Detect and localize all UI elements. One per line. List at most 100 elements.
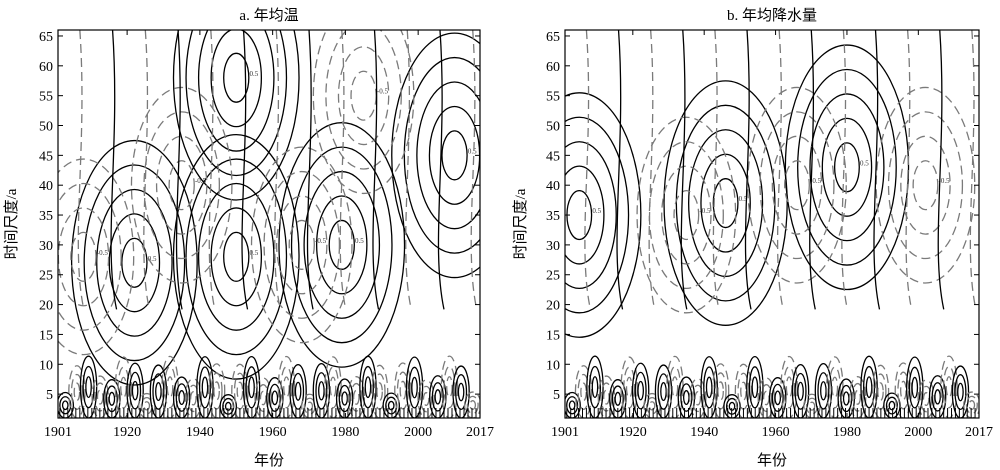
panel-a-contour-cell [82,365,95,409]
panel-b-contour-cell [906,356,924,418]
panel-b-contour-cell [899,380,907,401]
panel-a-contour-positive [70,139,198,386]
panel-a-contours: 0.5 0.5 0.5 0.5 0.5 -0.5 -0.5 -0.5 -0.5 [58,30,480,418]
panel-a-contour-positive [391,32,480,279]
panel-a-contour-cell [59,396,72,415]
panel-a-contour-label: 0.5 [250,70,259,78]
panel-b-frame [564,29,980,419]
panel-b-y-tick-label: 30 [546,239,560,254]
panel-a-contour-streak [143,30,150,310]
panel-b-contour-cell [660,382,667,401]
panel-b-contour-positive [675,104,776,302]
panel-a-contour-cell [292,372,305,410]
panel-a-x-tick-label: 1901 [44,425,72,440]
panel-b-contour-cell [848,376,867,418]
panel-b-y-tick-label: 10 [546,358,560,373]
panel-a-contour-streak [208,30,216,310]
panel-a-contour-cell [394,362,412,418]
panel-a-contour-cell [452,365,470,418]
panel-b-contour-cell [682,390,690,406]
panel-a-contour-cell [120,376,127,399]
panel-b-contour-streak [969,30,977,310]
panel-b-contour-cell [780,355,798,418]
panel-a-contour-positive [223,52,250,103]
panel-b-contour-cell [748,366,761,409]
panel-a-contour-cell [411,376,418,399]
panel-a-contour-cell [198,366,212,409]
panel-a-contour-negative [58,182,122,331]
panel-a-contour-cell [149,364,168,418]
panel-b-contour-cell [703,366,716,409]
panel-b-contour-cell [831,376,839,399]
panel-b-contours: 0.5 0.5 0.5 -0.5 -0.5 -0.5 [565,30,979,418]
panel-b-contour-negative [912,160,939,211]
panel-b-contour-cell [771,383,784,412]
panel-a-x-tick-label: 1920 [113,425,141,440]
panel-a-contour-cell [126,362,144,418]
panel-b-contour-cell [614,391,622,406]
panel-b-contour-cell [908,366,921,409]
panel-a-contour-cell [352,389,360,405]
panel-a-contour-negative [350,70,377,121]
panel-b-contour-cell [934,389,941,405]
panel-a-contour-cell [289,363,307,418]
panel-a-contour-cell [457,382,465,402]
panel-a-contour-cell [85,376,92,399]
panel-a-contour-cell [294,381,302,401]
panel-a-contour-positive [121,237,148,288]
panel-b-contour-streak [905,30,913,310]
panel-b-contour-cell [791,363,810,418]
panel-b-y-tick-label: 5 [553,388,560,403]
panel-b-contour-cell [646,396,659,415]
panel-b-x-tick-label: 2017 [965,425,993,440]
panel-a-contour-label: 0.5 [355,237,364,245]
panel-b-contour-streak [809,30,816,310]
panel-a-contour-label: -0.5 [97,249,109,257]
panel-a-contour-cell [315,372,328,410]
panel-a-contour-cell [306,401,314,411]
panel-b-y-tick-label: 20 [546,299,560,314]
panel-a-contour-cell [257,384,270,412]
panel-b-contour-cell [609,379,627,418]
panel-b-contour-cell [603,389,610,405]
panel-a-contour-cell [178,390,186,406]
panel-b-y-tick-label: 40 [546,179,560,194]
panel-a-contour-positive [328,219,355,270]
panel-a-contour-negative [250,146,353,344]
panel-a-contour-positive [210,207,263,307]
panel-a-contour-positive [185,30,288,177]
panel-a-contour-streak [339,30,347,310]
panel-a-y-tick-label: 65 [39,30,53,45]
panel-b-contour-cell [568,400,576,411]
panel-b-contour-cell [854,389,862,405]
panel-a-contour-cell [420,385,433,413]
panel-a-title: a. 年均温 [239,7,298,24]
panel-a-contour-cell [446,376,453,399]
panel-b-contour-cell [705,376,713,399]
panel-a-y-tick-label: 55 [39,90,53,105]
panel-a-contour-negative [143,111,221,260]
panel-a-contour-cell [184,378,203,418]
panel-a-contour-streak [470,30,478,310]
panel-b-contour-cell [714,372,727,410]
panel-b-contour-cell [591,376,599,399]
panel-b-contour-label: 0.5 [739,195,748,203]
panel-a-y-tick-label: 50 [39,120,53,135]
panel-a-contour-positive [315,195,368,295]
panel-a-contour-negative [288,219,315,270]
panel-a-contour-cell [152,373,165,410]
panel-b-contour-cell [648,401,656,411]
panel-a-contour-cell [347,376,366,418]
panel-a-contour-cell [399,380,407,401]
panel-b-contour-negative [648,141,724,290]
panel-a-contour-cell [443,365,456,409]
panel-a-contour-cell [338,384,351,413]
panel-a-contour-streak [77,30,85,310]
panel-a-contour-cell [408,366,421,409]
panel-b-contour-cell [783,366,796,409]
panel-a-contour-cell [175,383,188,412]
panel-a-contour-cell [422,392,430,407]
panel-b-contour-cell [897,371,910,410]
panel-a-contour-cell [387,400,395,411]
panel-b-contour-cell [820,381,827,401]
